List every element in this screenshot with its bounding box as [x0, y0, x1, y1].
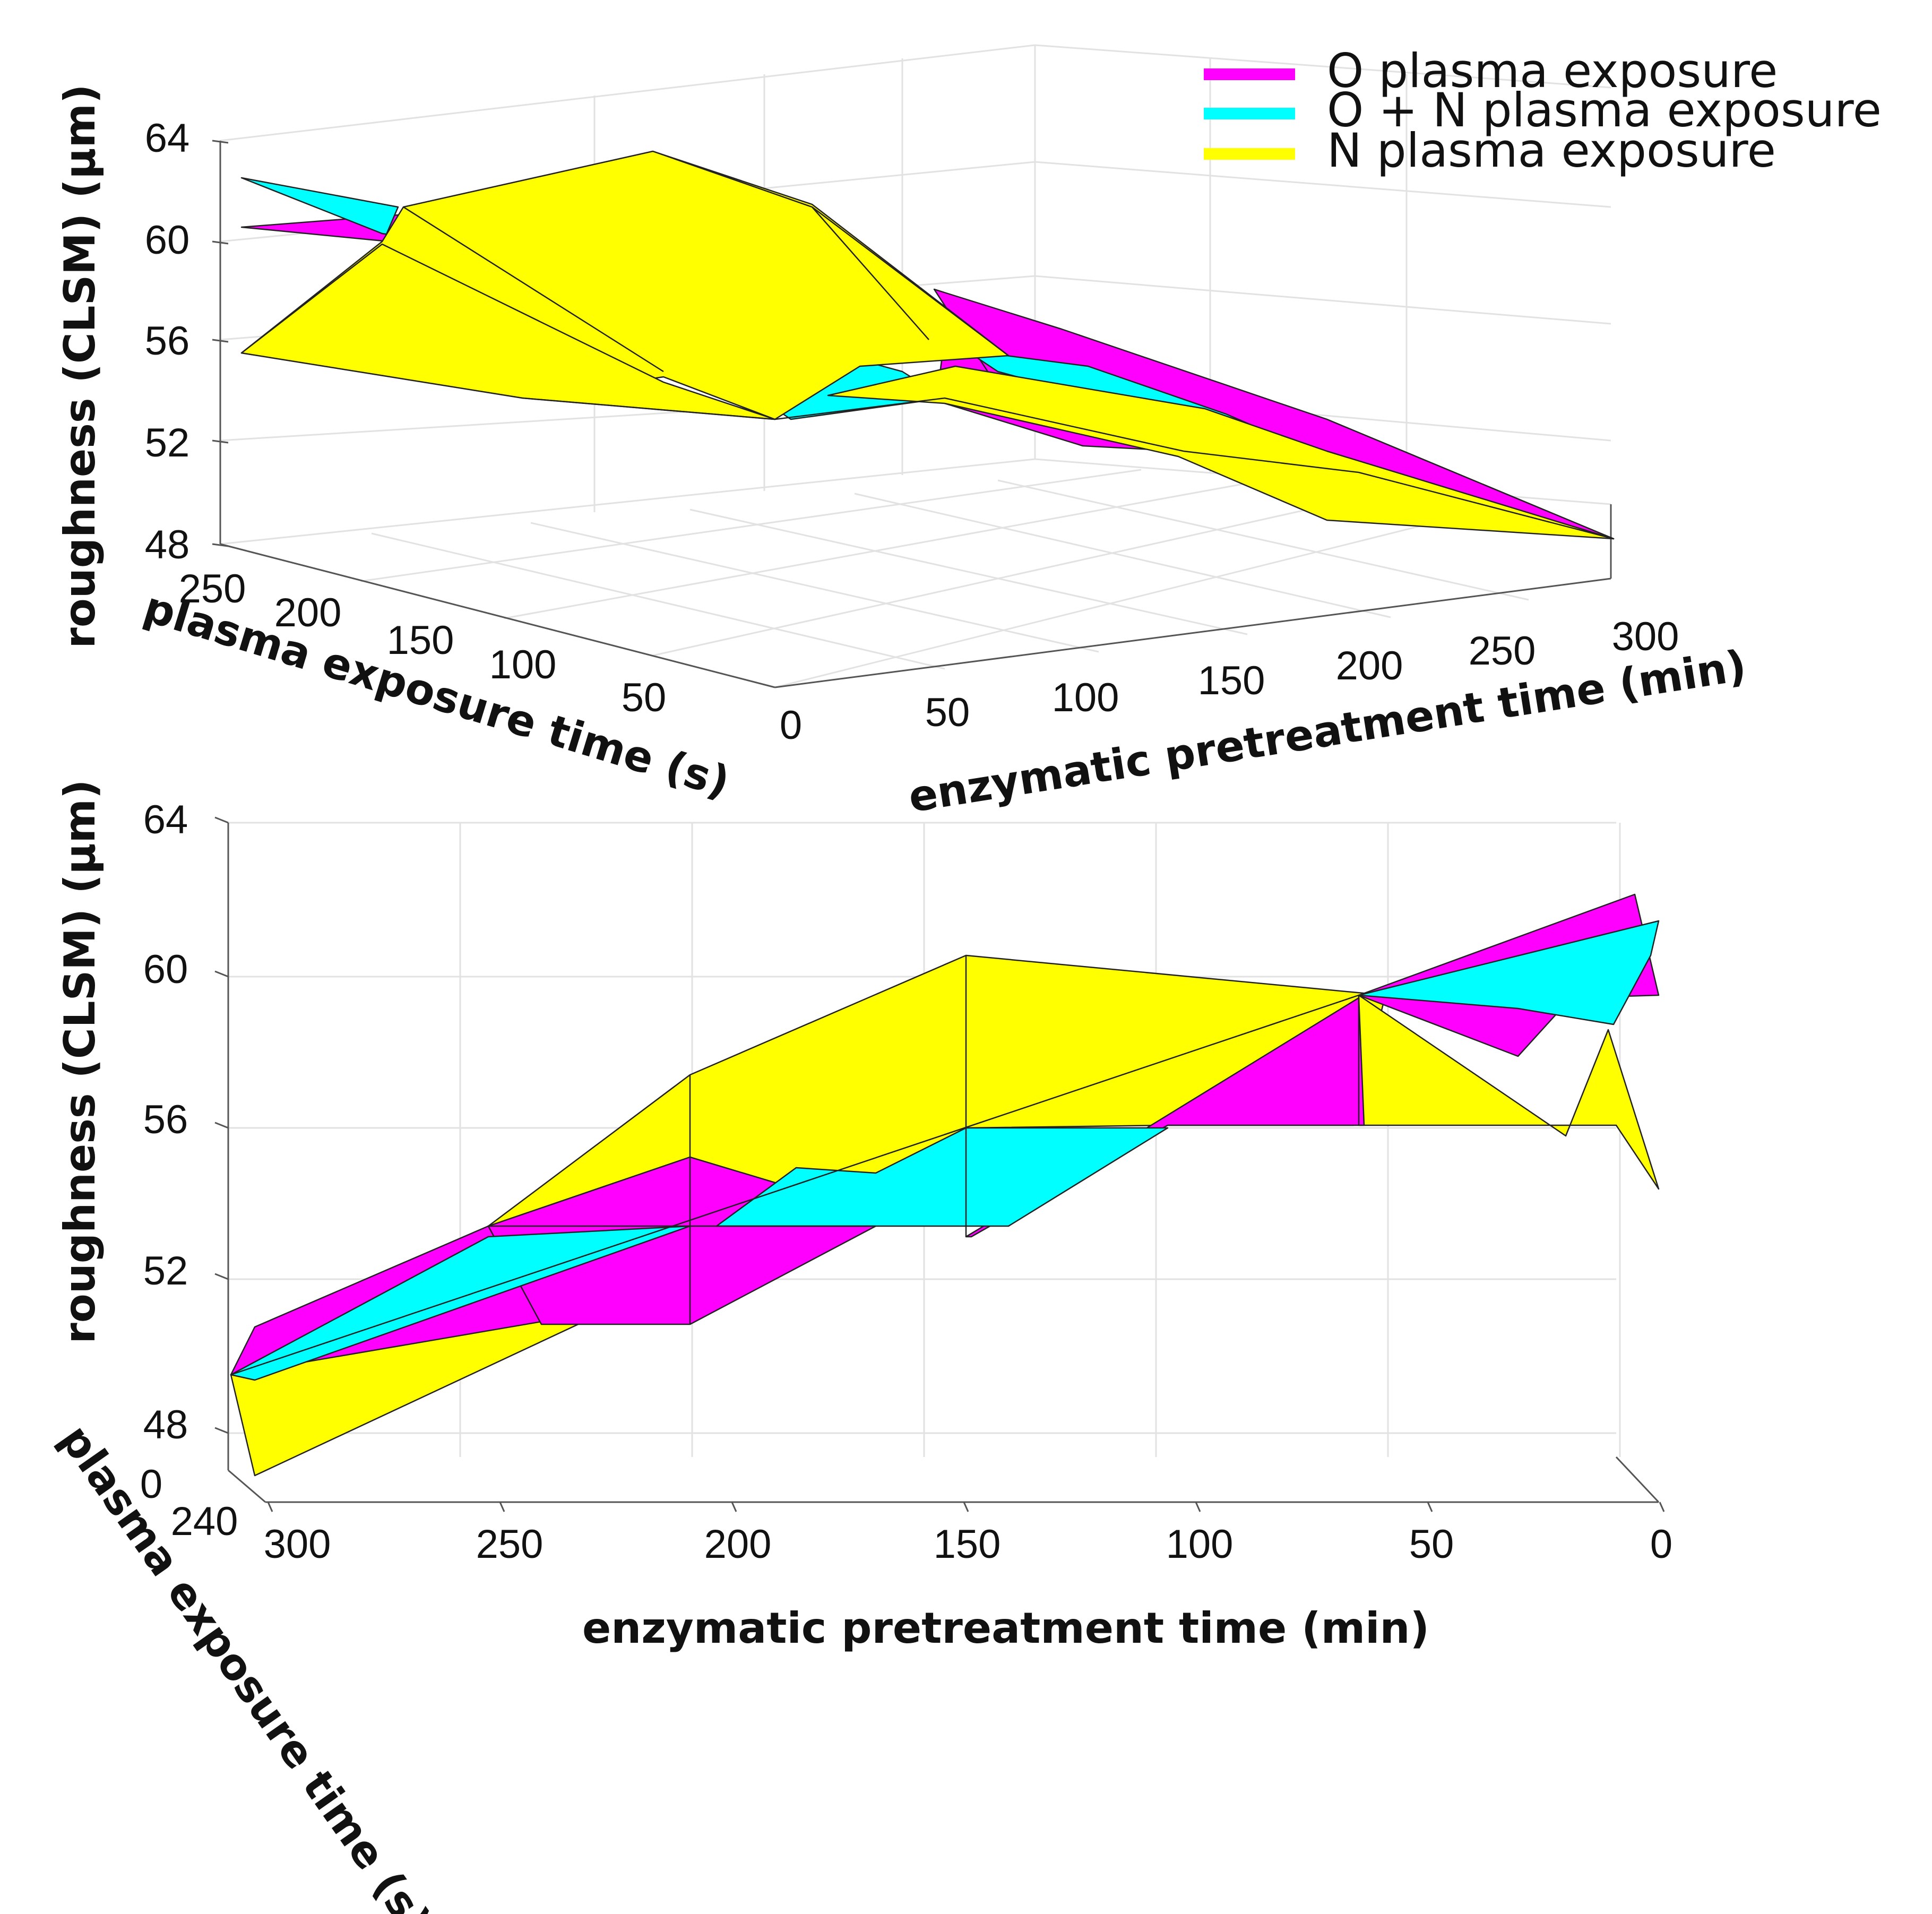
bottom-x-tickmark	[963, 1502, 969, 1512]
top-y-tick-100: 100	[489, 642, 557, 687]
top-gridline	[1034, 44, 1611, 89]
bottom-z-tickmark	[214, 1427, 229, 1434]
bottom-z-tick-60: 60	[143, 947, 188, 992]
top-gridline	[1034, 275, 1611, 325]
top-gridline	[530, 522, 1099, 653]
bottom-z-tickmark	[214, 1273, 229, 1280]
top-x-axis-line	[774, 577, 1611, 688]
bottom-y-tick-240: 240	[171, 1499, 238, 1544]
bottom-x-tickmark	[1659, 1502, 1665, 1512]
bottom-x-tickmark	[499, 1502, 505, 1512]
top-x-tick-0: 0	[780, 703, 802, 748]
top-surface	[240, 150, 1615, 540]
top-surface-edge	[812, 206, 929, 340]
top-x-tick-250: 250	[1469, 628, 1536, 674]
bottom-surface-edge	[230, 994, 1359, 1376]
bottom-z-tickmark	[214, 816, 229, 824]
top-gridline	[1034, 161, 1611, 208]
bottom-x-tick-300: 300	[264, 1522, 331, 1567]
top-x-tick-50: 50	[925, 690, 970, 735]
bottom-x-tickmark	[731, 1502, 737, 1512]
top-gridline	[360, 469, 1142, 582]
top-z-axis-label: roughness (CLSM) (µm)	[55, 84, 105, 648]
top-x-tick-200: 200	[1336, 643, 1403, 688]
top-panel: 64 60 56 52 48 250 200 150 100 50 0 50 1…	[55, 44, 1882, 822]
top-gridline	[854, 493, 1391, 618]
bottom-z-tickmark	[214, 1122, 229, 1129]
top-z-tickmark	[212, 140, 229, 144]
top-z-ticks: 64 60 56 52 48	[145, 116, 190, 567]
bottom-y-axis-line	[228, 1469, 266, 1503]
bottom-y-tick-0: 0	[140, 1462, 162, 1507]
top-y-axis-line	[220, 543, 775, 688]
bottom-z-tick-56: 56	[143, 1097, 188, 1142]
top-z-tickmark	[212, 240, 229, 245]
top-z-tick-48: 48	[145, 522, 190, 567]
legend-label-on: O + N plasma exposure	[1327, 83, 1882, 137]
top-surface-patch	[240, 243, 776, 420]
top-y-tick-250: 250	[179, 566, 246, 611]
bottom-x-tick-250: 250	[476, 1522, 544, 1567]
top-z-tickmark	[212, 339, 229, 343]
bottom-x-tickmark	[1195, 1502, 1201, 1512]
top-y-ticks: 250 200 150 100 50	[179, 566, 667, 720]
legend: O plasma exposure O + N plasma exposure …	[1204, 44, 1882, 178]
top-z-tickmark	[212, 439, 229, 444]
top-x-axis-label: enzymatic pretreatment time (min)	[905, 641, 1749, 822]
top-y-tick-150: 150	[387, 618, 454, 663]
top-gridline	[774, 501, 1519, 688]
bottom-surface-patch	[1358, 920, 1660, 1025]
top-z-tick-56: 56	[145, 318, 190, 364]
bottom-x-tick-50: 50	[1409, 1522, 1454, 1567]
bottom-z-ticks: 64 60 56 52 48	[143, 797, 188, 1447]
top-y-tick-200: 200	[274, 590, 342, 635]
bottom-x-tick-200: 200	[704, 1522, 772, 1567]
bottom-z-tick-52: 52	[143, 1248, 188, 1294]
bottom-z-tick-48: 48	[143, 1402, 188, 1447]
top-z-tickmark	[212, 543, 229, 547]
top-x-ticks: 0 50 100 150 200 250 300	[780, 614, 1679, 748]
top-gridline	[997, 479, 1529, 601]
bottom-x-tick-100: 100	[1166, 1522, 1234, 1567]
legend-label-o: O plasma exposure	[1327, 44, 1778, 98]
top-y-tick-50: 50	[622, 675, 667, 720]
bottom-x-tickmark	[267, 1502, 273, 1512]
top-gridline	[689, 508, 1248, 635]
bottom-y-axis-label: plasma exposure time (s)	[50, 1416, 440, 1914]
bottom-x-tick-150: 150	[934, 1522, 1001, 1567]
bottom-surface-patch	[1358, 994, 1660, 1190]
top-gridline	[220, 458, 1036, 545]
bottom-z-axis-label: roughness (CLSM) (µm)	[55, 779, 105, 1343]
bottom-surface	[230, 893, 1660, 1477]
top-gridline	[652, 490, 1391, 657]
top-x-tick-150: 150	[1198, 658, 1265, 703]
top-gridline	[220, 44, 1036, 142]
top-z-tick-52: 52	[145, 420, 190, 465]
bottom-corner-line	[1615, 1456, 1660, 1503]
top-x-tick-300: 300	[1612, 614, 1679, 659]
bottom-x-tick-0: 0	[1650, 1522, 1672, 1567]
bottom-panel: 64 60 56 52 48 0 240 300 250 200 150 100…	[50, 779, 1672, 1914]
bottom-z-tickmark	[214, 970, 229, 978]
top-z-tick-64: 64	[145, 116, 190, 161]
legend-label-n: N plasma exposure	[1327, 123, 1776, 178]
top-surface-edge	[403, 206, 664, 373]
bottom-x-ticks: 300 250 200 150 100 50 0	[264, 1522, 1673, 1567]
bottom-x-tickmark	[1427, 1502, 1433, 1512]
bottom-x-axis-label: enzymatic pretreatment time (min)	[582, 1603, 1429, 1653]
bottom-z-tick-64: 64	[143, 797, 188, 842]
top-z-tick-60: 60	[145, 218, 190, 263]
top-surface-edge	[522, 397, 1614, 540]
top-x-tick-100: 100	[1052, 675, 1119, 720]
top-gridline	[371, 532, 945, 670]
